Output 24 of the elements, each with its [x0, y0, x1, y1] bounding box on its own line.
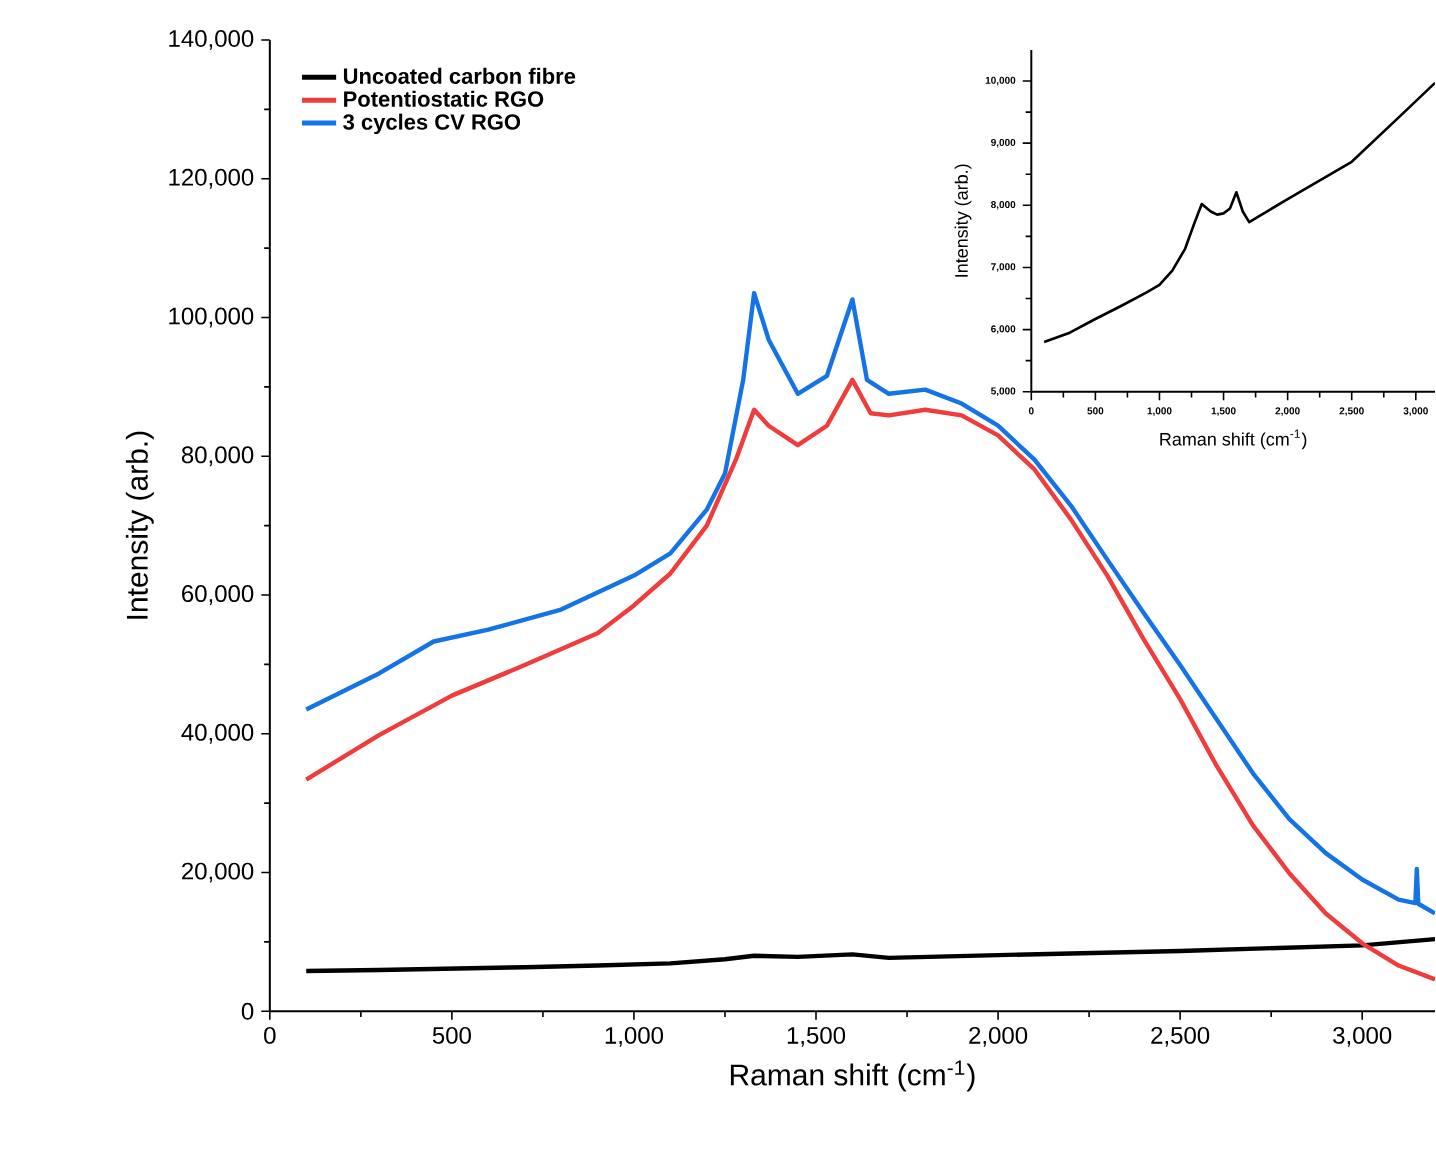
x-tick-label: 3,000	[1333, 1027, 1392, 1048]
line-series	[1042, 82, 1436, 344]
line-series	[304, 378, 1436, 982]
y-tick-label: 100,000	[169, 307, 254, 328]
y-tick-label: 140,000	[169, 30, 254, 51]
y-tick-label: 40,000	[181, 724, 254, 745]
x-tick-label: 1,000	[605, 1027, 664, 1048]
legend-label: Potentiostatic RGO	[344, 91, 544, 108]
x-tick-label: 2,000	[969, 1027, 1028, 1048]
y-tick-label: 80,000	[181, 446, 254, 467]
legend-label: 3 cycles CV RGO	[343, 114, 521, 135]
x-axis-title: Raman shift (cm$^{-1}$)	[730, 1060, 975, 1092]
x-tick-label: 1,500	[787, 1027, 846, 1048]
y-axis-title: Intensity (arb.)	[954, 164, 972, 278]
y-axis-title: Intensity (arb.)	[125, 432, 154, 620]
x-tick-label: 2,500	[1151, 1027, 1210, 1048]
y-tick-label: 60,000	[182, 585, 254, 606]
x-tick-label: 500	[432, 1027, 471, 1045]
legend-label: Uncoated carbon fibre	[343, 68, 576, 85]
x-axis-title: Raman shift (cm$^{-1}$)	[1160, 429, 1307, 450]
y-tick-label: 120,000	[169, 169, 254, 190]
y-tick-label: 0	[241, 1003, 254, 1021]
x-tick-label: 0	[264, 1027, 276, 1045]
y-tick-label: 20,000	[182, 863, 254, 883]
